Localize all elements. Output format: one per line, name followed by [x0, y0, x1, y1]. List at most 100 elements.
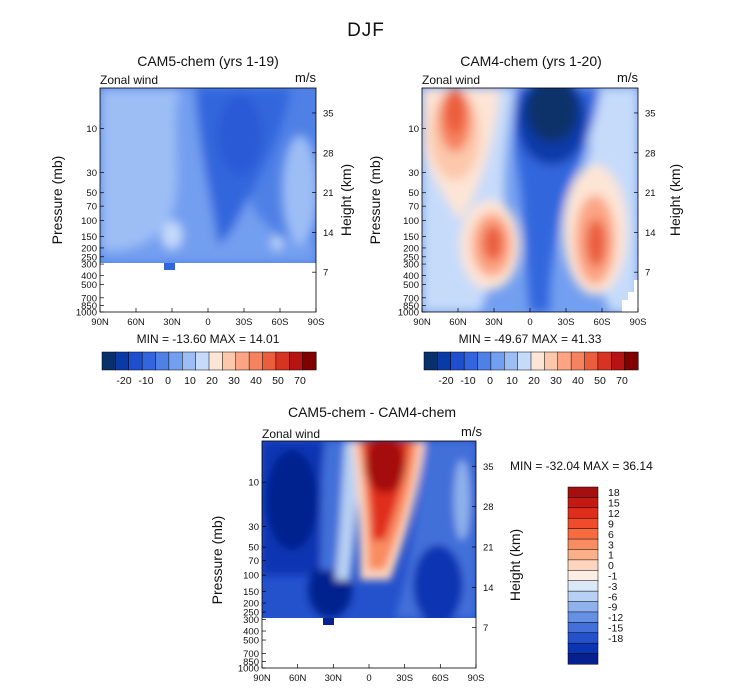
height-tick-label: 7	[323, 268, 328, 279]
colorbar-label: 0	[487, 375, 493, 387]
colorbar-label: 15	[608, 498, 620, 510]
field-warm-mid-3	[483, 225, 503, 261]
panel-cam5-height-ticks: 35 28 21 14 7	[312, 108, 334, 279]
panel-cam4-field	[422, 88, 638, 312]
height-tick-label: 28	[483, 502, 494, 513]
colorbar-swatch	[115, 351, 130, 371]
x-tick-label: 60S	[594, 317, 611, 328]
colorbar-swatch	[567, 590, 599, 603]
colorbar-swatch	[248, 351, 264, 371]
panel-cam5-subtitle: Zonal wind	[100, 73, 158, 87]
panel-cam4-ylabel: Pressure (mb)	[367, 156, 383, 245]
colorbar-label: -9	[608, 602, 617, 614]
panel-cam4-x-ticks: 90N 60N 30N 0 30S 60S 90S	[413, 308, 646, 328]
y-tick-label: 700	[403, 293, 419, 304]
field-cold-core-2	[526, 88, 578, 142]
field-light-south	[282, 135, 316, 245]
colorbar-swatch	[567, 538, 599, 551]
colorbar-swatch	[567, 622, 599, 634]
colorbar-swatch	[517, 351, 532, 371]
y-tick-label: 300	[243, 615, 259, 626]
colorbar-label: -10	[138, 375, 153, 387]
y-tick-label: 250	[403, 252, 419, 263]
colorbar-swatch	[570, 351, 586, 371]
panel-diff-title: CAM5-chem - CAM4-chem	[288, 404, 456, 420]
figure-title: DJF	[347, 20, 385, 41]
x-tick-label: 60N	[289, 673, 307, 684]
x-tick-label: 90N	[253, 673, 271, 684]
x-tick-label: 0	[527, 317, 532, 328]
colorbar-swatch	[567, 580, 599, 592]
x-tick-label: 60N	[127, 317, 145, 328]
panel-cam5-title: CAM5-chem (yrs 1-19)	[137, 53, 279, 69]
colorbar-label: -6	[608, 591, 617, 603]
y-tick-label: 200	[243, 599, 259, 610]
field-mid-blue-north	[320, 441, 350, 570]
panel-cam5-x-ticks: 90N 60N 30N 0 30S 60S 90S	[91, 308, 324, 328]
panel-cam5-notch	[164, 263, 175, 270]
height-tick-label: 21	[483, 542, 494, 553]
y-tick-label: 300	[81, 260, 97, 271]
x-tick-label: 90N	[413, 317, 431, 328]
colorbar-label: 10	[506, 375, 518, 387]
colorbar-swatch	[567, 632, 599, 644]
panel-diff-subtitle: Zonal wind	[262, 427, 320, 441]
y-tick-label: 150	[81, 232, 97, 243]
colorbar-label: 30	[228, 375, 240, 387]
panel-diff-field	[262, 441, 476, 618]
y-tick-label: 500	[243, 636, 259, 647]
colorbar-label: -10	[460, 375, 475, 387]
colorbar-swatch	[477, 351, 492, 371]
colorbar-swatch	[490, 351, 505, 371]
y-tick-label: 300	[403, 260, 419, 271]
colorbar-label: 9	[608, 518, 614, 530]
height-tick-label: 21	[645, 188, 656, 199]
field-light-north	[100, 88, 180, 250]
panel-cam4-stats: MIN = -49.67 MAX = 41.33	[459, 332, 602, 346]
x-tick-label: 30N	[325, 673, 343, 684]
colorbar-label: -12	[608, 612, 623, 624]
colorbar-label: -3	[608, 581, 617, 593]
colorbar-swatch	[182, 351, 197, 371]
height-tick-label: 28	[323, 148, 334, 159]
field-ground-steps	[622, 280, 638, 312]
panel-diff-height-ticks: 35 28 21 14 7	[472, 462, 494, 634]
x-tick-label: 0	[205, 317, 210, 328]
height-tick-label: 21	[323, 188, 334, 199]
y-tick-label: 250	[81, 252, 97, 263]
colorbar-label: 3	[608, 539, 614, 551]
colorbar-swatch	[222, 351, 237, 371]
field-dark-core-2	[218, 95, 262, 175]
colorbar-swatch	[584, 351, 599, 371]
x-tick-label: 90S	[630, 317, 647, 328]
colorbar-label: 20	[206, 375, 218, 387]
y-tick-label: 50	[248, 543, 259, 554]
x-tick-label: 60S	[272, 317, 289, 328]
panel-cam5-units: m/s	[295, 70, 316, 85]
colorbar-swatch	[611, 351, 626, 371]
colorbar-swatch	[155, 351, 170, 371]
panel-diff-units: m/s	[461, 424, 482, 439]
colorbar-swatch	[235, 351, 250, 371]
panel-cam4-y2label: Height (km)	[667, 164, 683, 236]
colorbar-swatch	[567, 601, 599, 613]
x-tick-label: 30N	[485, 317, 503, 328]
colorbar-swatch	[567, 570, 599, 582]
colorbar-swatch	[463, 351, 479, 371]
x-tick-label: 90S	[308, 317, 325, 328]
colorbar-swatch	[275, 351, 290, 371]
panel-cam5-ylabel: Pressure (mb)	[49, 156, 65, 245]
colorbar-swatch	[567, 642, 599, 655]
colorbar-label: 20	[528, 375, 540, 387]
y-tick-label: 850	[243, 657, 259, 668]
colorbar-swatch	[567, 549, 599, 561]
panel-diff-notch	[323, 618, 334, 625]
colorbar-swatch	[624, 351, 639, 371]
y-tick-label: 1000	[76, 308, 97, 319]
y-tick-label: 700	[81, 293, 97, 304]
panel-cam5-colorbar: -20 -10 0 10 20 30 40 50 70	[101, 351, 317, 387]
y-tick-label: 100	[243, 571, 259, 582]
